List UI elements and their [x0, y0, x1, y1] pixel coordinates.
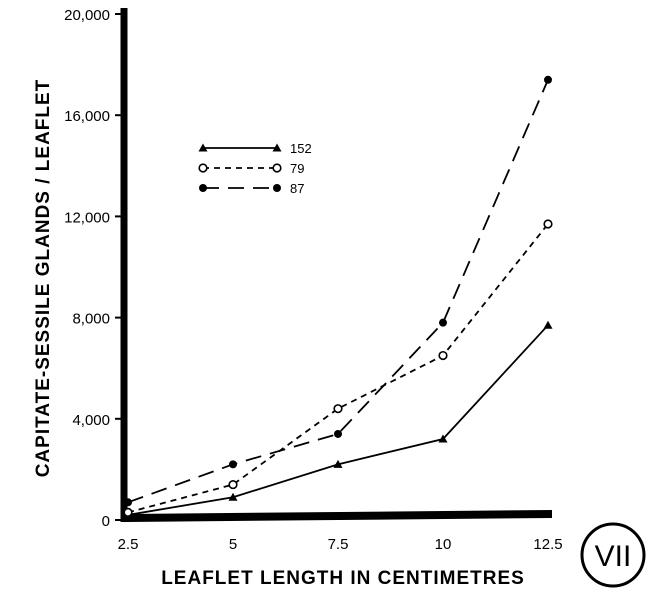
legend-marker: [273, 184, 281, 192]
data-point-79: [228, 479, 238, 490]
x-tick-label: 5: [229, 536, 237, 553]
legend-marker: [199, 184, 207, 192]
legend-entry-79: 79: [198, 161, 304, 176]
data-point-87: [124, 498, 132, 507]
legend-label: 87: [290, 181, 304, 196]
data-point-79: [333, 404, 343, 414]
panel-badge-circle: [580, 522, 646, 588]
series-79: [123, 219, 553, 518]
y-tick-label: 4,000: [72, 412, 110, 429]
x-tick-label: 10: [435, 536, 452, 553]
series-line-152: [127, 324, 549, 516]
y-tick-label: 12,000: [64, 209, 110, 226]
data-point-87: [229, 460, 237, 469]
legend-marker: [272, 163, 282, 173]
data-point-79: [438, 350, 448, 361]
x-tick-labels: 2.5 5 7.5 10 12.5: [118, 536, 563, 553]
x-axis-label: LEAFLET LENGTH IN CENTIMETRES: [161, 568, 525, 589]
data-point-152: [543, 320, 553, 329]
legend-label: 152: [290, 141, 312, 156]
series-line-87: [127, 79, 549, 504]
series-layer: [123, 75, 553, 519]
legend-marker: [272, 143, 282, 152]
data-point-79: [123, 507, 133, 518]
x-tick-label: 2.5: [118, 536, 139, 553]
y-axis-label: CAPITATE-SESSILE GLANDS / LEAFLET: [33, 79, 54, 478]
data-point-152: [438, 434, 448, 443]
y-tick-label: 8,000: [72, 311, 110, 328]
x-axis: [123, 510, 553, 522]
panel-badge: VII: [580, 522, 646, 588]
data-point-87: [439, 318, 447, 327]
y-tick-labels: 0 4,000 8,000 12,000 16,000 20,000: [64, 7, 124, 530]
legend-marker: [198, 143, 208, 152]
x-tick-label: 12.5: [533, 536, 562, 553]
series-line-79: [127, 223, 549, 514]
legend-label: 79: [290, 161, 304, 176]
y-tick-label: 16,000: [64, 108, 110, 125]
x-tick-label: 7.5: [328, 536, 349, 553]
y-tick-label: 20,000: [64, 7, 110, 24]
data-point-87: [334, 429, 342, 438]
legend-marker: [198, 163, 208, 173]
legend: 152 79 87: [198, 141, 312, 196]
data-point-79: [543, 219, 553, 229]
data-point-87: [544, 75, 552, 84]
panel-badge-label: VII: [595, 540, 632, 573]
legend-entry-87: 87: [199, 181, 304, 196]
series-152: [123, 320, 553, 519]
data-point-152: [333, 459, 343, 468]
series-87: [124, 75, 552, 507]
legend-entry-152: 152: [198, 141, 312, 156]
data-point-152: [228, 492, 238, 501]
y-tick-label: 0: [102, 513, 110, 530]
